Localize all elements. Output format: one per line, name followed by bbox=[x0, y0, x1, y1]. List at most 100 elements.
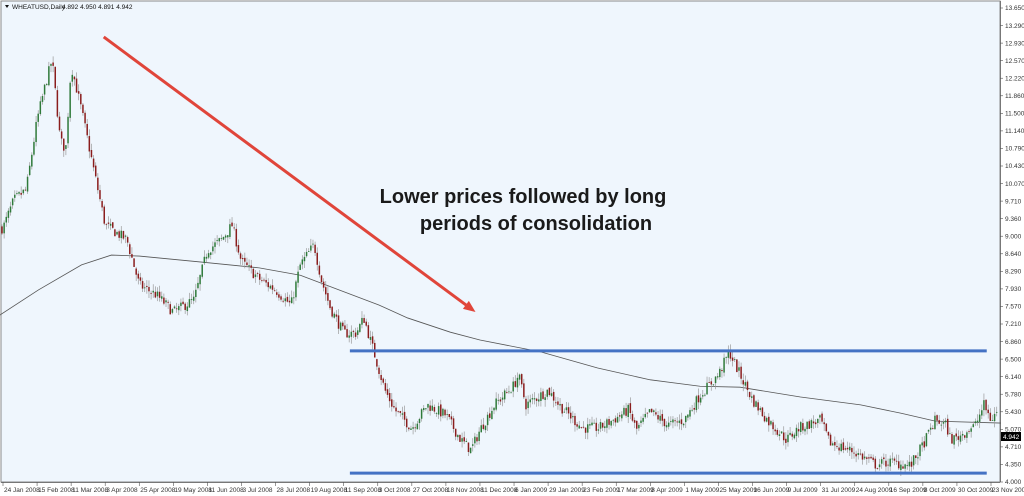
bull-candle bbox=[43, 84, 46, 95]
bull-candle bbox=[446, 414, 448, 415]
bull-candle bbox=[205, 256, 208, 259]
bull-candle bbox=[714, 376, 717, 384]
bear-candle bbox=[915, 455, 917, 458]
bear-candle bbox=[75, 78, 78, 93]
bull-candle bbox=[929, 427, 932, 430]
bull-candle bbox=[546, 389, 549, 397]
bear-candle bbox=[776, 429, 779, 435]
bull-candle bbox=[493, 407, 495, 411]
bear-candle bbox=[250, 265, 252, 268]
bear-candle bbox=[708, 382, 710, 383]
bull-candle bbox=[976, 420, 979, 423]
bear-candle bbox=[631, 413, 634, 421]
y-tick-label: 4.350 bbox=[1005, 462, 1022, 469]
bear-candle bbox=[499, 399, 502, 402]
bull-candle bbox=[793, 434, 796, 439]
bull-candle bbox=[648, 409, 651, 413]
bull-candle bbox=[623, 407, 625, 415]
bear-candle bbox=[757, 402, 759, 411]
bull-candle bbox=[510, 392, 512, 394]
bull-candle bbox=[616, 416, 619, 423]
bear-candle bbox=[440, 404, 442, 417]
bear-candle bbox=[322, 281, 325, 288]
bull-candle bbox=[412, 427, 414, 429]
bull-candle bbox=[981, 410, 983, 416]
bear-candle bbox=[625, 408, 627, 416]
bear-candle bbox=[129, 244, 131, 255]
bull-candle bbox=[420, 409, 423, 419]
bull-candle bbox=[348, 335, 350, 338]
y-tick-label: 10.070 bbox=[1005, 181, 1024, 188]
bear-candle bbox=[286, 296, 289, 302]
bull-candle bbox=[350, 331, 353, 337]
x-tick-label: 18 Nov 2008 bbox=[447, 487, 484, 494]
bull-candle bbox=[201, 264, 203, 277]
bear-candle bbox=[761, 407, 764, 417]
bull-candle bbox=[293, 297, 295, 299]
bull-candle bbox=[209, 252, 212, 255]
x-tick-label: 3 Jul 2008 bbox=[242, 487, 272, 494]
bull-candle bbox=[806, 421, 808, 430]
bull-candle bbox=[559, 404, 561, 406]
dropdown-triangle-icon[interactable] bbox=[5, 5, 9, 8]
chart-symbol-label: WHEATUSD,Daily bbox=[12, 4, 66, 11]
bear-candle bbox=[932, 427, 934, 429]
bull-candle bbox=[50, 64, 52, 66]
bear-candle bbox=[489, 413, 491, 418]
bull-candle bbox=[727, 350, 730, 358]
bull-candle bbox=[212, 246, 214, 252]
bear-candle bbox=[122, 231, 125, 239]
bear-candle bbox=[80, 94, 82, 105]
bull-candle bbox=[465, 440, 468, 442]
bull-candle bbox=[857, 453, 860, 456]
bear-candle bbox=[463, 437, 465, 442]
bear-candle bbox=[380, 374, 382, 381]
y-tick-label: 9.000 bbox=[1005, 233, 1022, 240]
bull-candle bbox=[418, 418, 421, 424]
bull-candle bbox=[687, 414, 689, 418]
bull-candle bbox=[222, 236, 225, 240]
bear-candle bbox=[729, 350, 732, 359]
bull-candle bbox=[508, 391, 510, 393]
bull-candle bbox=[889, 458, 891, 467]
bull-candle bbox=[248, 265, 250, 267]
bull-candle bbox=[478, 431, 480, 441]
bull-candle bbox=[904, 464, 906, 469]
x-tick-label: 15 Feb 2008 bbox=[38, 487, 75, 494]
bear-candle bbox=[139, 277, 142, 281]
bear-candle bbox=[244, 257, 246, 262]
y-tick-label: 5.430 bbox=[1005, 409, 1022, 416]
x-tick-label: 25 May 2009 bbox=[719, 487, 757, 494]
bear-candle bbox=[821, 413, 823, 422]
bull-candle bbox=[738, 367, 740, 371]
bull-candle bbox=[65, 145, 67, 149]
bear-candle bbox=[897, 461, 900, 469]
bear-candle bbox=[697, 395, 700, 403]
bull-candle bbox=[880, 459, 883, 464]
bear-candle bbox=[895, 460, 898, 462]
bear-candle bbox=[584, 427, 587, 433]
bear-candle bbox=[141, 281, 144, 289]
bear-candle bbox=[388, 393, 391, 402]
bull-candle bbox=[550, 393, 553, 396]
bear-candle bbox=[842, 442, 845, 451]
bull-candle bbox=[665, 425, 668, 428]
bear-candle bbox=[514, 381, 517, 387]
bull-candle bbox=[974, 421, 977, 424]
bull-candle bbox=[224, 235, 227, 238]
bull-candle bbox=[333, 313, 336, 318]
bear-candle bbox=[386, 389, 389, 395]
bear-candle bbox=[342, 322, 344, 327]
bear-candle bbox=[376, 359, 378, 367]
bear-candle bbox=[855, 453, 857, 457]
bear-candle bbox=[657, 414, 659, 420]
bear-candle bbox=[740, 366, 742, 379]
bear-candle bbox=[280, 296, 282, 300]
bull-candle bbox=[538, 399, 540, 402]
bull-candle bbox=[891, 458, 894, 460]
bear-candle bbox=[56, 90, 59, 117]
bull-candle bbox=[751, 396, 753, 398]
bull-candle bbox=[795, 427, 798, 437]
bear-candle bbox=[354, 332, 357, 337]
bull-candle bbox=[143, 287, 146, 289]
